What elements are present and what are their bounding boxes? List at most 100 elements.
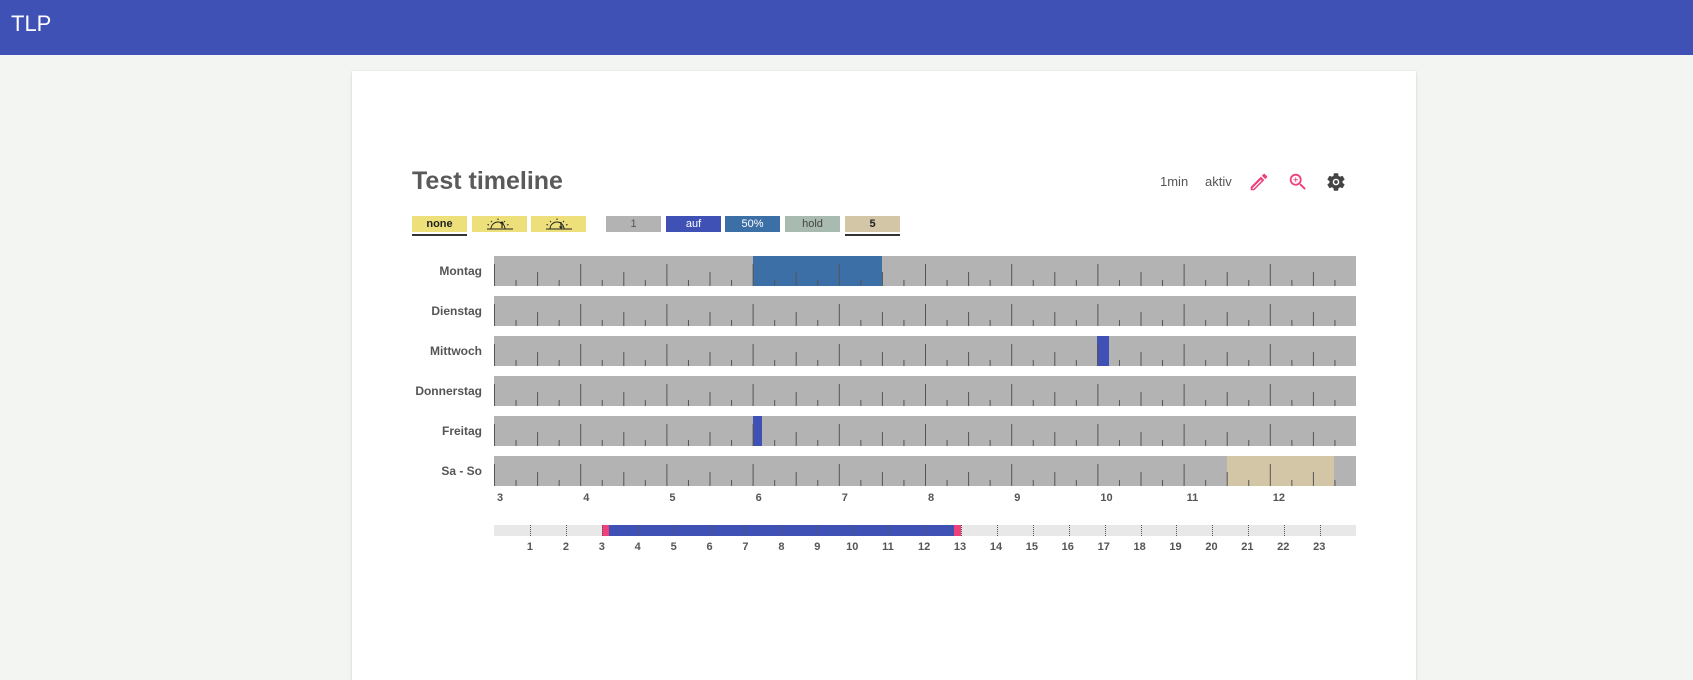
overview-tick: [1140, 525, 1142, 536]
day-label: Sa - So: [441, 464, 482, 478]
legend-chip-label: 5: [869, 218, 876, 230]
pencil-icon[interactable]: [1248, 171, 1270, 193]
overview-tick-label: 18: [1133, 541, 1146, 553]
overview-tick: [889, 525, 891, 536]
day-label: Montag: [439, 264, 482, 278]
track-ticks: [494, 384, 1336, 406]
hour-tick-label: 7: [841, 492, 848, 504]
overview-tick-label: 14: [989, 541, 1003, 553]
overview-tick-label: 1: [526, 541, 534, 553]
day-label: Mittwoch: [430, 344, 482, 358]
legend-chip-underline: [412, 234, 467, 236]
overview-tick-label: 10: [846, 541, 859, 553]
day-track[interactable]: [494, 456, 1356, 486]
overview-tick-label: 9: [814, 541, 821, 553]
overview-tick: [925, 525, 926, 536]
legend-chip-underline: [845, 234, 900, 236]
overview-tick: [996, 525, 998, 536]
overview-tick: [1284, 525, 1286, 536]
overview-handle-start[interactable]: [601, 525, 609, 536]
legend-chip-label: 50%: [741, 218, 764, 230]
gear-icon[interactable]: [1325, 171, 1347, 193]
track-ticks: [494, 304, 1336, 326]
zoom-in-icon[interactable]: [1287, 171, 1309, 193]
overview-tick-label: 23: [1313, 541, 1326, 553]
day-track[interactable]: [494, 376, 1356, 406]
overview-tick-label: 8: [778, 541, 785, 553]
legend-chip[interactable]: [472, 216, 527, 232]
hour-tick-label: 10: [1100, 492, 1113, 504]
overview-tick-label: 20: [1205, 541, 1218, 553]
overview-tick-label: 4: [634, 541, 641, 553]
overview-tick-label: 6: [706, 541, 713, 553]
track-ticks: [494, 344, 1336, 366]
hour-tick-label: 5: [669, 492, 676, 504]
overview-tick-label: 12: [918, 541, 931, 553]
schedule-segment[interactable]: [1097, 336, 1109, 366]
overview-tick: [637, 525, 639, 536]
overview-tick-label: 16: [1061, 541, 1074, 553]
overview-tick-label: 13: [953, 541, 967, 553]
hour-tick-label: 3: [497, 492, 504, 504]
overview-tick: [565, 525, 567, 536]
legend-chip-label: auf: [685, 218, 702, 230]
overview-tick: [853, 525, 855, 536]
day-label: Freitag: [441, 424, 482, 438]
hour-tick-label: 11: [1186, 492, 1199, 504]
overview-tick-label: 2: [562, 541, 569, 553]
legend-chip-label: 1: [630, 218, 637, 230]
sunset-icon: [545, 218, 572, 230]
day-track[interactable]: [494, 296, 1356, 326]
overview-tick-label: 21: [1241, 541, 1254, 553]
overview-tick-label: 3: [598, 541, 605, 553]
legend-chip[interactable]: 5: [845, 216, 900, 232]
track-ticks: [494, 424, 1336, 446]
overview-tick: [960, 525, 962, 536]
overview-tick-label: 17: [1097, 541, 1110, 553]
track-ticks: [494, 264, 1336, 286]
overview-scrollbar[interactable]: [494, 525, 1356, 536]
overview-tick: [1104, 525, 1106, 536]
status-label[interactable]: aktiv: [1205, 174, 1232, 189]
interval-label[interactable]: 1min: [1160, 174, 1189, 189]
day-track[interactable]: [494, 256, 1356, 286]
overview-tick-label: 11: [882, 541, 894, 553]
day-track[interactable]: [494, 336, 1356, 366]
timeline-card: Test timeline 1min aktiv none 1 auf 50% hold…: [352, 71, 1416, 680]
hour-tick-label: 9: [1014, 492, 1021, 504]
legend-chip[interactable]: 1: [606, 216, 661, 232]
overview-tick: [1068, 525, 1070, 536]
overview-handle-end[interactable]: [953, 525, 961, 536]
overview-tick: [709, 525, 711, 536]
day-label: Dienstag: [431, 304, 482, 318]
overview-tick: [1248, 525, 1250, 536]
legend-chip[interactable]: none: [412, 216, 467, 232]
hour-tick-label: 6: [755, 492, 762, 504]
app-bar: TLP: [0, 0, 1693, 55]
hour-tick-label: 12: [1272, 492, 1286, 504]
legend-chip[interactable]: 50%: [725, 216, 780, 232]
overview-tick-label: 22: [1277, 541, 1290, 553]
day-label: Donnerstag: [415, 384, 482, 398]
timeline-title: Test timeline: [412, 167, 563, 195]
overview-tick: [781, 525, 783, 536]
schedule-segment[interactable]: [1226, 456, 1335, 486]
overview-tick: [1032, 525, 1034, 536]
overview-tick-label: 19: [1169, 541, 1182, 553]
schedule-segment[interactable]: [752, 256, 882, 286]
app-title: TLP: [11, 11, 52, 36]
day-track[interactable]: [494, 416, 1356, 446]
overview-tick: [817, 525, 819, 536]
overview-tick: [529, 525, 531, 536]
overview-tick-label: 7: [742, 541, 749, 553]
legend-chip-label: none: [426, 218, 453, 230]
overview-tick: [673, 525, 675, 536]
overview-tick-label: 5: [670, 541, 677, 553]
legend-chip[interactable]: [531, 216, 586, 232]
overview-tick-label: 15: [1025, 541, 1038, 553]
legend-chip[interactable]: hold: [785, 216, 840, 232]
overview-tick: [1320, 525, 1322, 536]
hour-tick-label: 8: [928, 492, 935, 504]
schedule-segment[interactable]: [752, 416, 763, 446]
legend-chip[interactable]: auf: [666, 216, 721, 232]
